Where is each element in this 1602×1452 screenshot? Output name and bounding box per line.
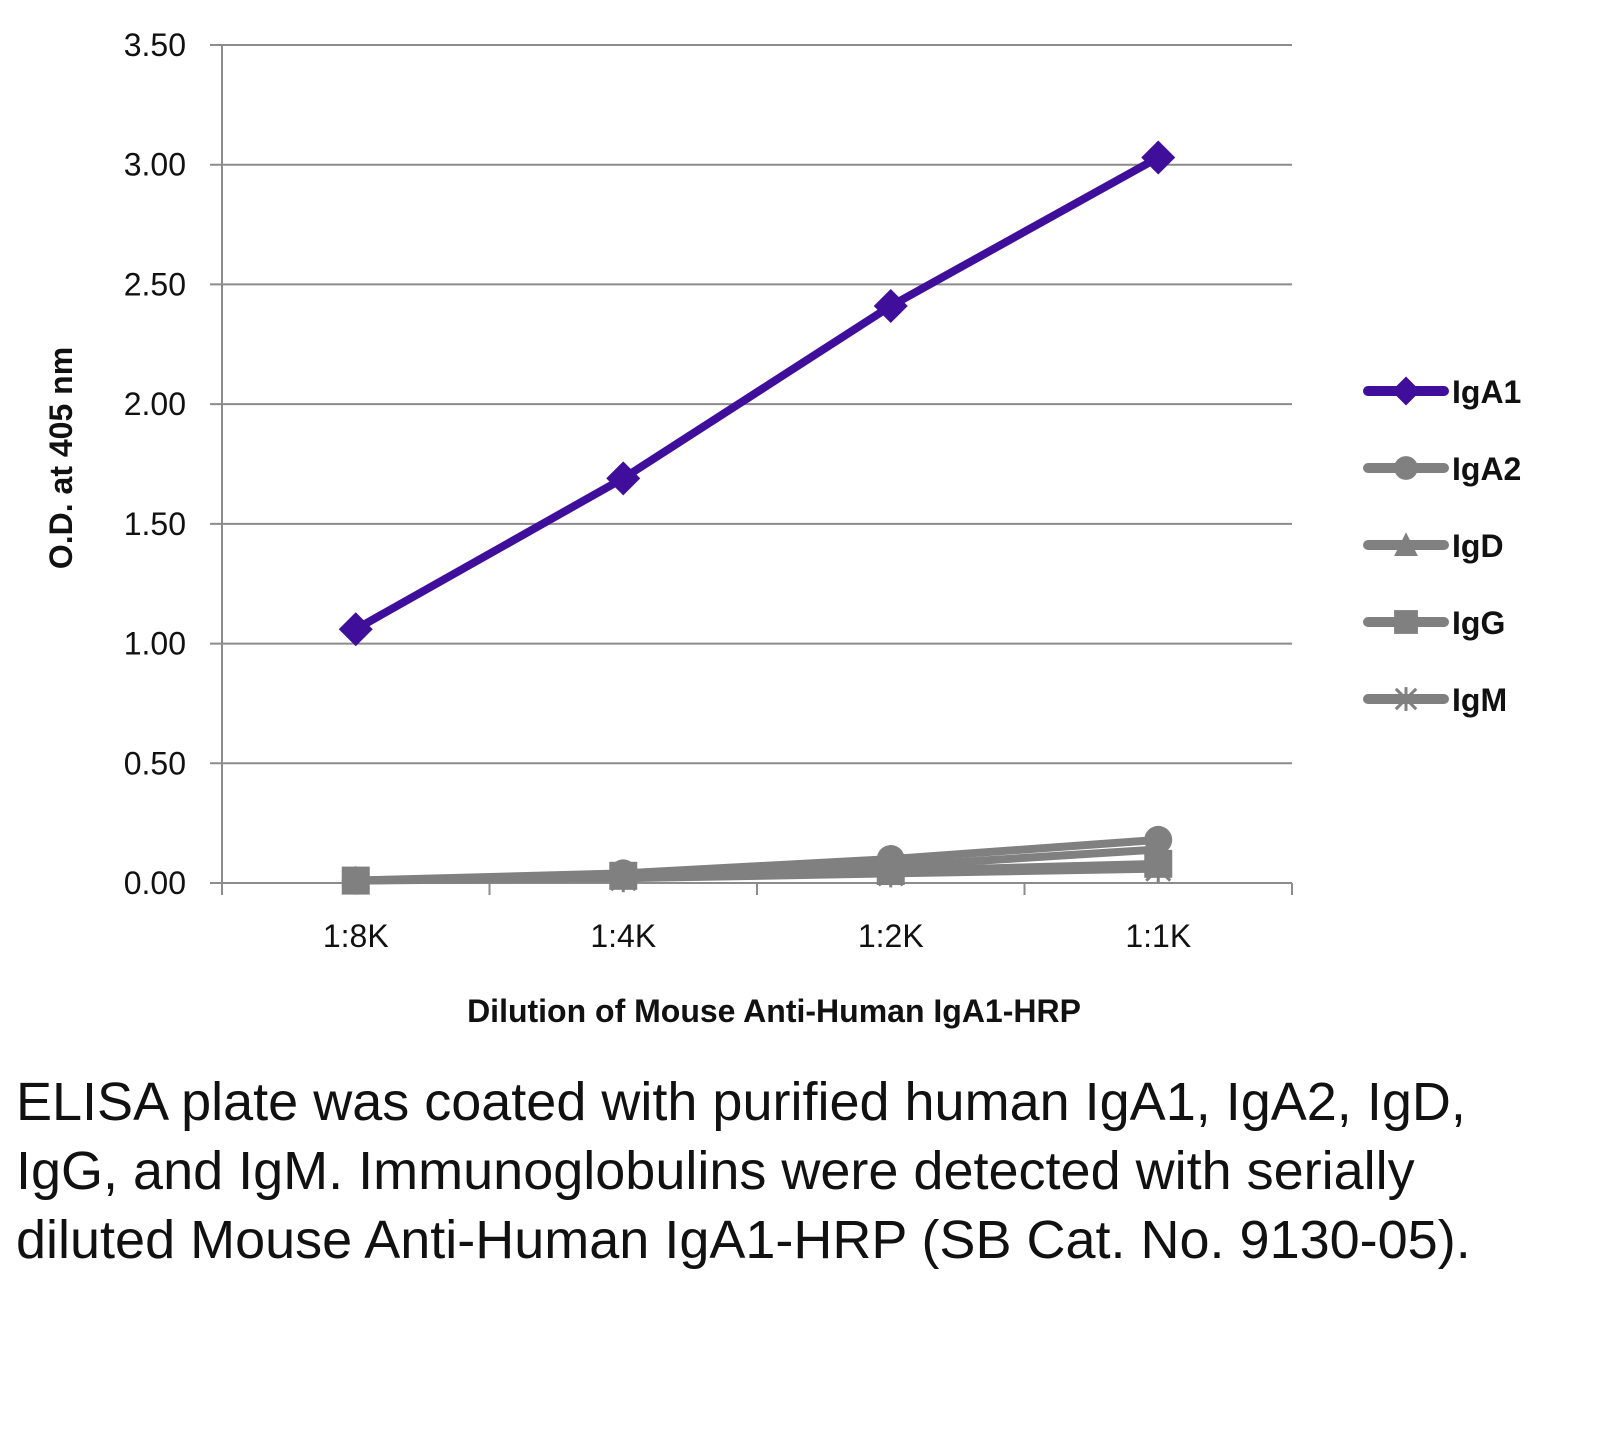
y-tick-label: 2.00: [124, 386, 186, 422]
diamond-marker: [1141, 140, 1176, 175]
circle-marker: [609, 859, 638, 888]
x-tick-label: 1:2K: [858, 918, 924, 954]
legend-item-igg: IgG: [1363, 605, 1505, 641]
y-tick-label: 3.50: [124, 27, 186, 63]
legend-item-iga2: IgA2: [1363, 451, 1521, 487]
legend-label: IgA1: [1452, 374, 1521, 410]
series-line: [351, 835, 1163, 885]
diamond-marker: [873, 288, 908, 323]
circle-marker: [1144, 825, 1173, 854]
y-tick-label: 3.00: [124, 147, 186, 183]
square-marker: [1394, 610, 1418, 634]
series-iga2: [341, 825, 1173, 895]
y-tick-label: 2.50: [124, 266, 186, 302]
legend-label: IgG: [1452, 605, 1505, 641]
x-tick-label: 1:4K: [590, 918, 656, 954]
star-marker: [1394, 687, 1418, 711]
y-axis-label: O.D. at 405 nm: [43, 347, 79, 569]
circle-marker: [1394, 456, 1418, 480]
figure-caption: ELISA plate was coated with purified hum…: [16, 1072, 1471, 1270]
x-tick-label: 1:8K: [323, 918, 389, 954]
series-line: [351, 153, 1163, 634]
legend-item-igm: IgM: [1363, 682, 1507, 718]
legend-label: IgD: [1452, 528, 1504, 564]
diamond-marker: [1391, 376, 1421, 406]
line-chart: 0.00 0.50 1.00 1.50 2.00 2.50 3.00 3.50 1:8K 1:4…: [43, 27, 1521, 1029]
y-tick-label: 1.50: [124, 506, 186, 542]
legend-label: IgM: [1452, 682, 1507, 718]
circle-marker: [876, 845, 905, 874]
y-tick-label: 0.00: [124, 865, 186, 901]
circle-marker: [341, 866, 370, 895]
series-iga1: [338, 140, 1176, 647]
diamond-marker: [338, 612, 373, 647]
x-axis-label: Dilution of Mouse Anti-Human IgA1-HRP: [467, 993, 1081, 1029]
legend-item-igd: IgD: [1363, 528, 1504, 564]
x-tick-label: 1:1K: [1125, 918, 1191, 954]
legend-item-iga1: IgA1: [1363, 374, 1521, 410]
triangle-marker: [1394, 532, 1418, 557]
y-tick-label: 0.50: [124, 745, 186, 781]
y-tick-label: 1.00: [124, 626, 186, 662]
legend-label: IgA2: [1452, 451, 1521, 487]
diamond-marker: [606, 461, 641, 496]
